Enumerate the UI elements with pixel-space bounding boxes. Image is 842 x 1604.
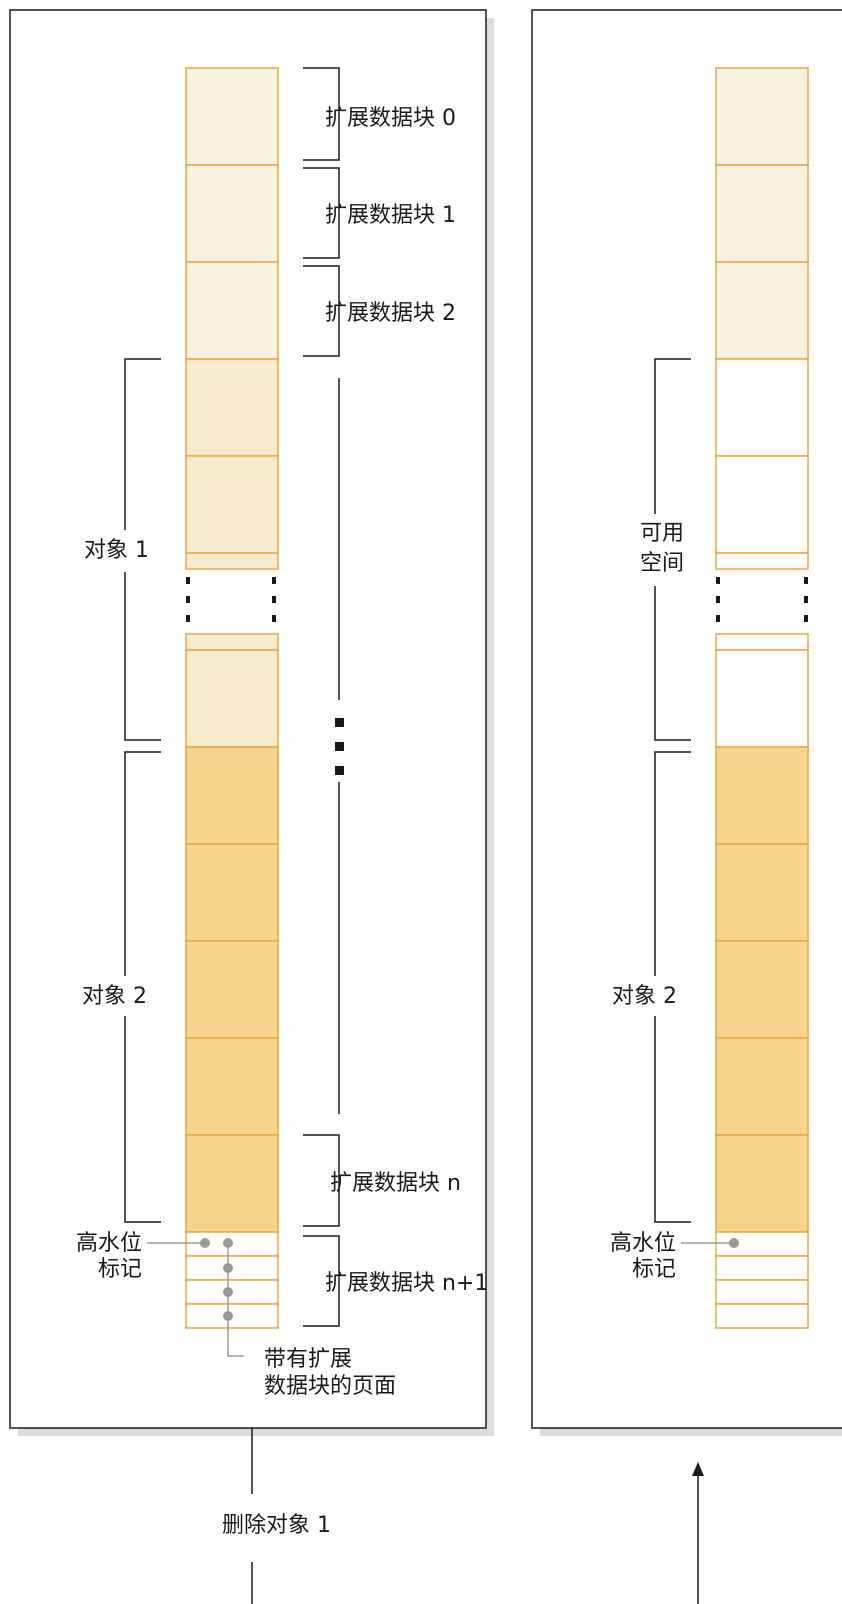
pages-label: 数据块的页面 xyxy=(264,1374,396,1399)
left-extent0-block xyxy=(185,67,279,166)
extent2-bracket xyxy=(303,265,340,357)
left-object2-block xyxy=(185,940,279,1039)
right-free-block xyxy=(715,455,809,554)
right-column-gap-dots xyxy=(716,577,808,622)
left-object1-block xyxy=(185,455,279,554)
extent2-label: 扩展数据块 2 xyxy=(325,301,456,326)
left-object1-block xyxy=(185,552,279,570)
right-object2-block xyxy=(715,1037,809,1136)
left-object2-block xyxy=(185,1037,279,1136)
right-object2-bracket xyxy=(654,751,691,976)
object1-label: 对象 1 xyxy=(84,538,149,563)
left-storage-column xyxy=(185,67,279,1329)
left-object2-block xyxy=(185,746,279,845)
right-object2-block xyxy=(715,940,809,1039)
left-hwm-dot xyxy=(200,1238,210,1248)
left-object1-block xyxy=(185,649,279,748)
extent-n-bracket xyxy=(303,1134,340,1227)
left-extent-brackets xyxy=(303,67,340,1327)
left-object-brackets xyxy=(124,358,161,1223)
transition-arrowhead xyxy=(692,1462,704,1476)
object1-bracket xyxy=(124,358,161,530)
pages-label: 带有扩展 xyxy=(264,1347,352,1372)
extent-ellipsis-dots xyxy=(335,718,344,775)
right-free-block xyxy=(715,633,809,651)
extent-n1-bracket xyxy=(303,1235,340,1327)
left-panel: 扩展数据块 0 扩展数据块 1 扩展数据块 2 扩展数据块 n 扩展数据块 n+… xyxy=(9,9,494,1436)
pages-marker xyxy=(223,1238,244,1357)
right-object2-block xyxy=(715,1134,809,1233)
right-free-block xyxy=(715,552,809,570)
left-object2-block xyxy=(185,843,279,942)
left-extent1-block xyxy=(185,164,279,263)
right-panel: 可用 空间 对象 2 高水位 标记 xyxy=(531,9,842,1436)
right-page xyxy=(715,1303,809,1329)
right-hwm-label: 标记 xyxy=(632,1257,676,1282)
transition-label: 删除对象 1 xyxy=(222,1513,331,1538)
transition: 删除对象 1 xyxy=(222,1428,704,1604)
free-space-label: 可用 xyxy=(640,521,684,546)
left-column-gap-dots xyxy=(186,577,276,622)
extent-n1-label: 扩展数据块 n+1 xyxy=(325,1271,488,1296)
free-space-label: 空间 xyxy=(640,551,684,576)
right-object2-bracket xyxy=(654,1016,691,1223)
object2-bracket xyxy=(124,751,161,976)
left-hwm-label: 高水位 xyxy=(76,1231,142,1256)
left-hwm-label: 标记 xyxy=(98,1257,142,1282)
free-space-bracket xyxy=(654,586,691,741)
object2-label: 对象 2 xyxy=(82,984,147,1009)
right-extent-block xyxy=(715,261,809,360)
right-extent-block xyxy=(715,67,809,166)
right-object2-block xyxy=(715,843,809,942)
right-free-block xyxy=(715,358,809,457)
extent1-label: 扩展数据块 1 xyxy=(325,203,456,228)
left-object1-block xyxy=(185,358,279,457)
object2-bracket xyxy=(124,1016,161,1223)
left-object2-block xyxy=(185,1134,279,1233)
left-object1-block xyxy=(185,633,279,651)
object1-bracket xyxy=(124,572,161,741)
right-free-block xyxy=(715,649,809,748)
right-object2-label: 对象 2 xyxy=(612,984,677,1009)
extent0-label: 扩展数据块 0 xyxy=(325,106,456,131)
right-object2-block xyxy=(715,746,809,845)
right-hwm-dot xyxy=(729,1238,739,1248)
extent1-bracket xyxy=(303,167,340,259)
right-storage-column xyxy=(715,67,809,1329)
right-page xyxy=(715,1255,809,1281)
free-space-bracket xyxy=(654,358,691,514)
right-page xyxy=(715,1279,809,1305)
right-hwm-label: 高水位 xyxy=(610,1231,676,1256)
right-extent-block xyxy=(715,164,809,263)
extent0-bracket xyxy=(303,67,340,161)
extent-n-label: 扩展数据块 n xyxy=(330,1171,461,1196)
right-brackets xyxy=(654,358,691,1223)
left-extent2-block xyxy=(185,261,279,360)
